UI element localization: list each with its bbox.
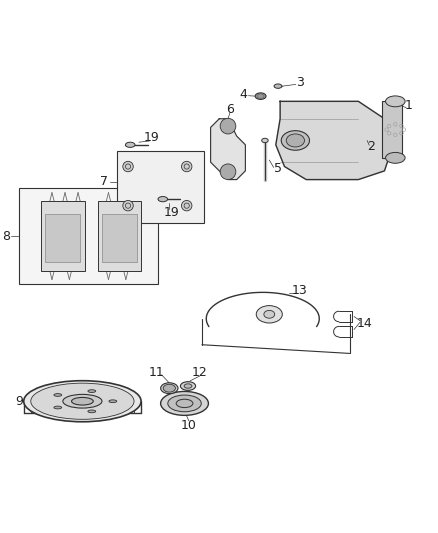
Ellipse shape <box>385 96 405 107</box>
Ellipse shape <box>54 393 62 397</box>
Text: 2: 2 <box>367 141 375 154</box>
Text: 14: 14 <box>357 317 373 329</box>
Text: 19: 19 <box>144 131 160 144</box>
Ellipse shape <box>274 84 282 88</box>
Ellipse shape <box>31 383 134 419</box>
Circle shape <box>181 161 192 172</box>
Text: 1: 1 <box>404 99 412 112</box>
Text: 19: 19 <box>164 206 180 219</box>
Ellipse shape <box>286 134 304 147</box>
Text: 8: 8 <box>2 230 11 243</box>
Polygon shape <box>211 119 245 180</box>
Ellipse shape <box>125 142 135 148</box>
Ellipse shape <box>261 138 268 143</box>
Text: 4: 4 <box>239 88 247 101</box>
Ellipse shape <box>180 382 196 390</box>
Ellipse shape <box>163 384 175 392</box>
Text: 12: 12 <box>192 367 208 379</box>
Bar <box>102 214 137 262</box>
Text: 7: 7 <box>100 175 108 188</box>
Text: 6: 6 <box>226 103 234 116</box>
Text: 5: 5 <box>274 162 282 175</box>
Bar <box>41 201 85 271</box>
Ellipse shape <box>109 400 117 402</box>
Polygon shape <box>276 101 393 180</box>
Ellipse shape <box>385 152 405 163</box>
Ellipse shape <box>161 391 208 415</box>
Circle shape <box>123 200 133 211</box>
Bar <box>117 151 204 223</box>
Circle shape <box>220 118 236 134</box>
Text: 13: 13 <box>292 284 307 297</box>
Ellipse shape <box>158 197 168 202</box>
Bar <box>98 201 141 271</box>
Ellipse shape <box>88 410 96 413</box>
Bar <box>46 214 80 262</box>
Ellipse shape <box>176 399 193 408</box>
Bar <box>19 188 159 284</box>
Ellipse shape <box>161 383 178 394</box>
Ellipse shape <box>71 398 93 405</box>
Ellipse shape <box>63 394 102 408</box>
Ellipse shape <box>168 395 201 412</box>
Ellipse shape <box>264 310 275 318</box>
Ellipse shape <box>256 305 283 323</box>
Bar <box>382 101 402 158</box>
Ellipse shape <box>184 384 192 388</box>
Ellipse shape <box>88 390 96 392</box>
Ellipse shape <box>24 381 141 422</box>
Circle shape <box>181 200 192 211</box>
Text: 11: 11 <box>148 367 164 379</box>
Ellipse shape <box>54 406 62 409</box>
Text: 9: 9 <box>15 395 23 408</box>
Text: 3: 3 <box>296 76 304 89</box>
Circle shape <box>220 164 236 180</box>
Text: 10: 10 <box>181 418 197 432</box>
Ellipse shape <box>281 131 310 150</box>
Circle shape <box>123 161 133 172</box>
Ellipse shape <box>255 93 266 99</box>
